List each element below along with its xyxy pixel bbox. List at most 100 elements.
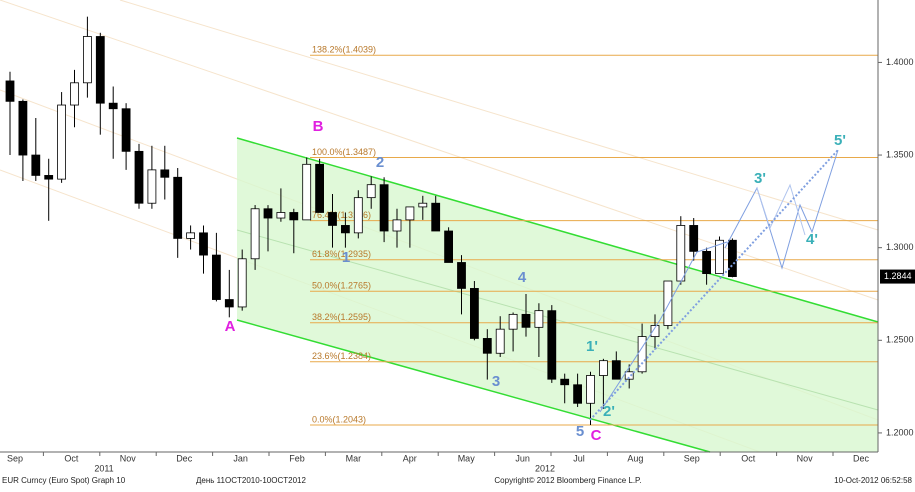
candle-body [160, 169, 170, 178]
candle-body [328, 212, 337, 226]
x-tick-label: Sep [7, 453, 23, 463]
x-tick-label: Dec [853, 453, 870, 463]
candle-body [340, 225, 350, 234]
y-tick-label: 1.3000 [886, 242, 914, 252]
fib-label: 23.6%(1.2384) [312, 351, 371, 361]
fib-label: 100.0%(1.3487) [312, 147, 376, 157]
last-price-badge [880, 269, 915, 284]
candle-body [315, 163, 325, 213]
wave-label: A [225, 318, 236, 335]
candle-body [31, 154, 41, 176]
band-line [119, 0, 879, 231]
candle-body [405, 206, 415, 221]
candle-body [95, 36, 105, 104]
fib-label: 38.2%(1.2595) [312, 312, 371, 322]
candle-body [108, 102, 118, 110]
candle-body [547, 310, 557, 380]
candle-body [289, 212, 299, 221]
channel-lower [236, 319, 711, 453]
candle-body [5, 80, 15, 102]
candle-body [663, 280, 673, 326]
candle-body [199, 232, 208, 256]
year-label: 2012 [535, 463, 555, 473]
x-tick-label: Feb [289, 453, 305, 463]
y-tick-label: 1.2500 [886, 335, 914, 345]
candle-body [495, 328, 505, 354]
wave-label: 5' [834, 132, 846, 149]
wave-label: 1' [586, 338, 598, 355]
projection [589, 149, 839, 421]
footer-text: День 11OCT2010-10OCT2012 [196, 476, 306, 485]
candle-body [44, 175, 54, 180]
candle-body [676, 225, 686, 282]
y-tick-label: 1.2000 [886, 427, 914, 437]
candle-body [224, 299, 234, 308]
wave-label: B [313, 118, 324, 135]
footer-text: Copyright© 2012 Bloomberg Finance L.P. [494, 476, 641, 485]
footer-text: EUR Curncy (Euro Spot) Graph 10 [2, 476, 126, 485]
wave-label: 1 [342, 249, 350, 266]
wave-label: 4' [806, 231, 818, 248]
x-tick-label: Oct [64, 453, 79, 463]
candle-body [18, 100, 28, 156]
x-tick-label: Jan [233, 453, 248, 463]
x-tick-label: Oct [741, 453, 756, 463]
candle-body [57, 104, 66, 180]
candle-body [573, 384, 582, 404]
candle-body [379, 184, 389, 232]
candle-body [431, 202, 441, 232]
candle-body [560, 378, 570, 386]
candle-body [611, 360, 621, 380]
wave-label: 3' [754, 170, 766, 187]
candle-body [689, 225, 699, 252]
candle-body [121, 108, 131, 152]
y-tick-label: 1.4000 [886, 57, 914, 67]
wave-label: 2 [376, 154, 384, 171]
year-label: 2011 [94, 463, 113, 473]
x-tick-label: Mar [346, 453, 362, 463]
wave-label: C [591, 427, 602, 444]
fib-label: 61.8%(1.2935) [312, 249, 371, 259]
candle-body [186, 232, 196, 239]
fib-label: 50.0%(1.2765) [312, 281, 371, 291]
x-tick-label: Apr [403, 453, 417, 463]
x-tick-label: Dec [176, 453, 193, 463]
candle-body [302, 163, 312, 221]
x-tick-label: Aug [627, 453, 643, 463]
wave-label: 4 [518, 269, 527, 286]
fib-label: 0.0%(1.2043) [312, 414, 366, 424]
candle-body [173, 176, 183, 239]
y-tick-label: 1.3500 [886, 149, 914, 159]
fib-label: 76.4%(1.3146) [312, 210, 371, 220]
wave-label: 2' [603, 403, 615, 420]
x-tick-label: Sep [684, 453, 700, 463]
x-tick-label: Nov [797, 453, 814, 463]
candle-body [418, 202, 428, 208]
x-tick-label: May [458, 453, 476, 463]
candle-body [702, 250, 711, 275]
candle-body [444, 230, 454, 263]
trend-line [599, 241, 728, 413]
candle-body [134, 150, 144, 204]
projected-path [724, 149, 839, 270]
fib-label: 138.2%(1.4039) [312, 45, 376, 55]
candle-body [728, 239, 737, 277]
candle-body [147, 169, 157, 204]
candle-body [353, 197, 363, 234]
dotted-trend [589, 149, 839, 421]
x-tick-label: Nov [120, 453, 137, 463]
candle-body [624, 371, 634, 380]
x-tick-label: Jun [515, 453, 530, 463]
wave-label: 5 [576, 423, 584, 440]
candle-body [83, 36, 92, 84]
x-tick-label: Jul [573, 453, 585, 463]
candle-body [586, 375, 595, 404]
candle-body [482, 338, 492, 354]
candle-body [521, 313, 531, 328]
candle-body [70, 82, 79, 106]
candle-body [469, 288, 479, 339]
candle-body [650, 325, 660, 337]
candle-body [392, 219, 402, 232]
candle-body [457, 262, 466, 289]
